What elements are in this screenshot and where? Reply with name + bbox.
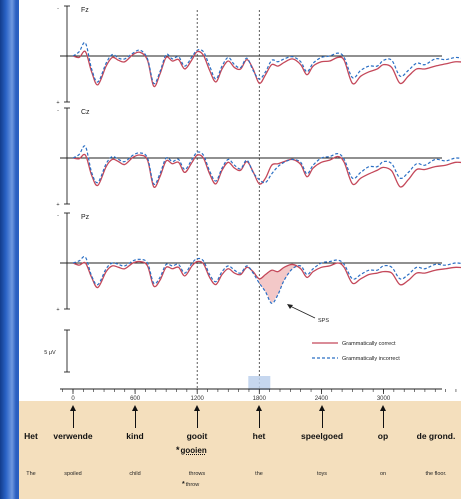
sentence-word-7: de grond.: [416, 431, 456, 441]
sps-effect-area: [259, 264, 301, 304]
legend-label-incorrect: Grammatically incorrect: [342, 356, 400, 362]
legend-label-correct: Grammatically correct: [342, 341, 396, 347]
polarity-neg-Pz: -: [57, 213, 59, 219]
polarity-neg-Cz: -: [57, 108, 59, 114]
word-arrow-1: [70, 405, 76, 428]
polarity-neg-Fz: -: [57, 6, 59, 12]
sentence-word-0: Het: [24, 431, 38, 441]
alternative-gloss-word: throw: [185, 482, 200, 488]
scale-bar-label: 5 μV: [44, 350, 56, 356]
time-axis-label-1200: 1200: [191, 396, 205, 402]
polarity-pos-Pz: +: [56, 307, 59, 313]
channel-label-Pz: Pz: [81, 214, 90, 221]
series-line-Cz-correct: [72, 153, 461, 188]
channel-label-Cz: Cz: [81, 109, 90, 116]
sentence-alternative-gloss: *throw: [182, 481, 199, 488]
series-line-Fz-correct: [72, 50, 461, 88]
sentence-gloss-0: The: [26, 471, 36, 477]
sentence-word-2: kind: [126, 431, 144, 441]
alternative-gloss-marker: *: [182, 481, 185, 488]
sentence-word-3: gooit: [186, 431, 208, 441]
sentence-word-6: op: [377, 431, 389, 441]
chart-panel: [19, 0, 461, 401]
polarity-pos-Fz: +: [56, 100, 59, 106]
sps-pointer-head: [287, 304, 293, 309]
sentence-gloss-7: the floor.: [425, 471, 447, 477]
sentence-word-4: het: [252, 431, 266, 441]
sps-label: SPS: [318, 318, 329, 324]
series-line-Fz-incorrect: [72, 41, 461, 85]
series-line-Pz-incorrect: [72, 256, 461, 304]
polarity-pos-Cz: +: [56, 202, 59, 208]
word-arrow-2: [132, 405, 138, 428]
sentence-word-1: verwende: [53, 431, 93, 441]
sentence-strip: [19, 401, 461, 499]
sentence-gloss-5: toys: [316, 471, 328, 477]
time-axis-label-1800: 1800: [253, 396, 267, 402]
time-axis-label-0: 0: [71, 396, 75, 402]
sentence-gloss-4: the: [255, 471, 263, 477]
sentence-gloss-2: child: [129, 471, 141, 477]
series-line-Cz-incorrect: [72, 145, 461, 186]
highlight-window: [248, 376, 271, 390]
sentence-alternative: *gooien: [176, 445, 207, 455]
time-axis-label-600: 600: [130, 396, 141, 402]
word-arrow-4: [256, 405, 262, 428]
alternative-marker: *: [176, 445, 180, 455]
alternative-word: gooien: [180, 446, 207, 455]
sentence-gloss-3: throws: [188, 471, 206, 477]
sentence-gloss-6: on: [379, 471, 387, 477]
channel-label-Fz: Fz: [81, 7, 89, 14]
time-axis-label-3000: 3000: [377, 396, 391, 402]
word-arrow-5: [319, 405, 325, 428]
sentence-gloss-1: spoiled: [64, 471, 82, 477]
sps-pointer-line: [289, 305, 316, 319]
word-arrow-3: [194, 405, 200, 428]
time-axis-label-2400: 2400: [315, 396, 329, 402]
word-arrow-6: [380, 405, 386, 428]
sentence-word-5: speelgoed: [300, 431, 344, 441]
